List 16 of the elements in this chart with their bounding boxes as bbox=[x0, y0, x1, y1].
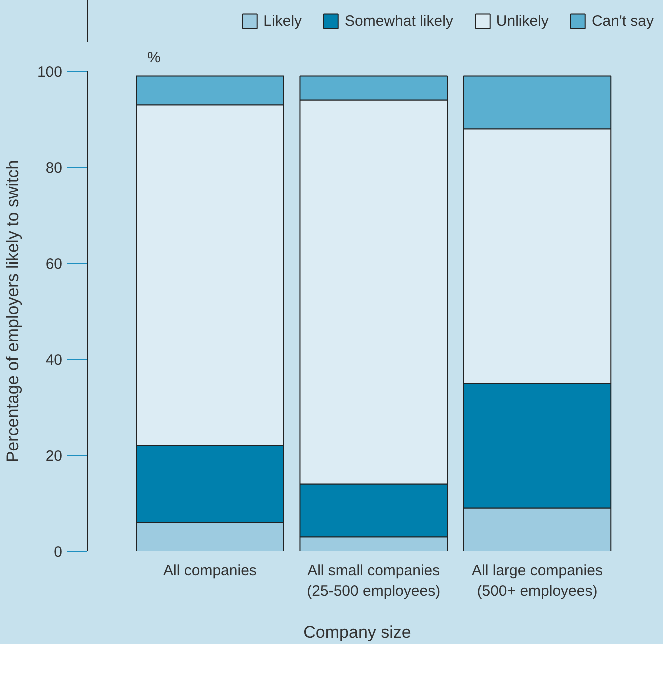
legend-label: Likely bbox=[264, 12, 302, 30]
y-axis-title: Percentage of employers likely to switch bbox=[3, 160, 22, 463]
y-tick-label: 40 bbox=[46, 352, 63, 369]
x-tick-label: All large companies (500+ employees) bbox=[472, 562, 603, 600]
text: % bbox=[148, 50, 161, 66]
legend-label: Can't say bbox=[592, 12, 654, 30]
y-tick-label: 80 bbox=[46, 160, 63, 177]
y-tick-label: 0 bbox=[54, 544, 62, 561]
legend-label: Unlikely bbox=[496, 12, 549, 30]
x-axis-title: Company size bbox=[304, 622, 412, 642]
x-tick-label: All companies bbox=[164, 562, 257, 580]
y-tick-label: 60 bbox=[46, 256, 63, 273]
y-tick-label: 20 bbox=[46, 448, 63, 465]
y-tick-label: 100 bbox=[37, 64, 63, 81]
x-tick-label: All small companies (25-500 employees) bbox=[307, 562, 441, 600]
legend-label: Somewhat likely bbox=[345, 12, 454, 30]
